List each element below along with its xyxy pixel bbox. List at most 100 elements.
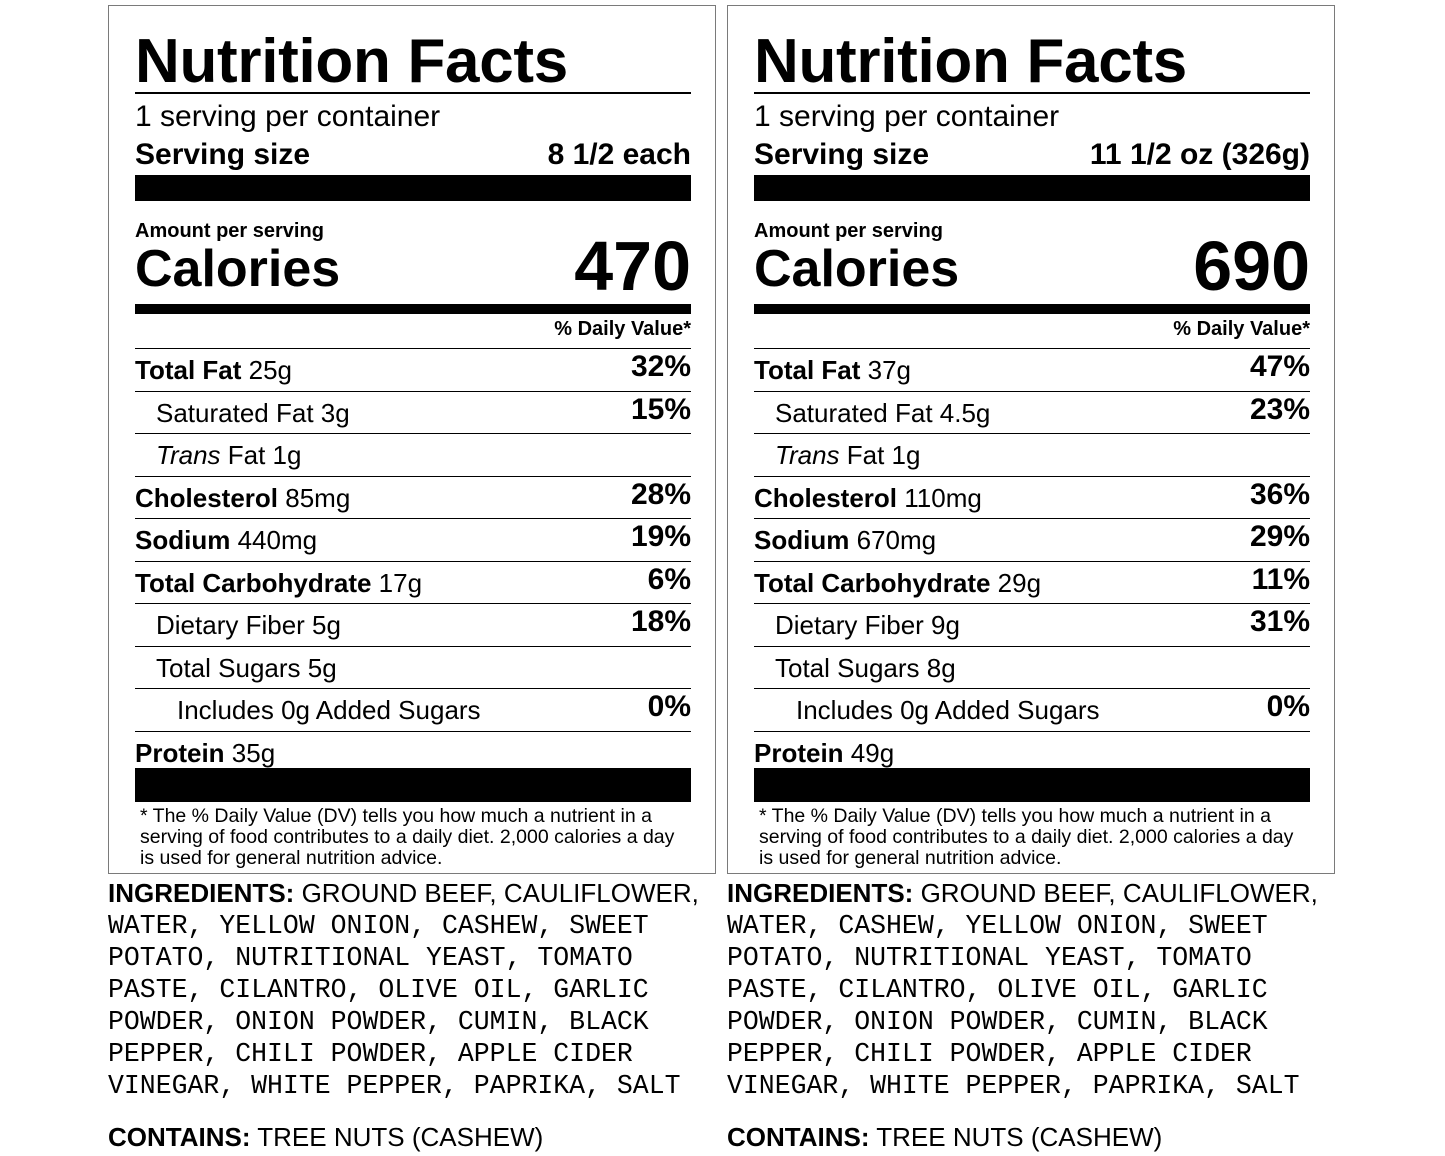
nutrient-daily-value: 6% (647, 562, 691, 596)
title-rule (754, 92, 1310, 94)
nutrient-bold-name: Cholesterol (754, 482, 898, 513)
nutrient-italic-name: Trans (156, 440, 221, 470)
nutrient-amount: Total Sugars 5g (156, 652, 337, 683)
nutrition-facts-label: Nutrition Facts 1 serving per container … (727, 5, 1335, 874)
servings-per-container: 1 serving per container (754, 100, 1060, 133)
contains-label: CONTAINS: (108, 1122, 251, 1152)
serving-size-value: 8 1/2 each (547, 138, 691, 171)
amount-per-serving: Amount per serving (754, 220, 943, 242)
nutrient-name: Includes 0g Added Sugars (177, 693, 481, 727)
serving-size-value: 11 1/2 oz (326g) (1089, 138, 1310, 171)
contains-label: CONTAINS: (727, 1122, 870, 1152)
nutrient-name: Trans Fat 1g (775, 438, 920, 472)
nutrient-amount: Fat 1g (839, 440, 921, 470)
title-rule (135, 92, 691, 94)
label-title: Nutrition Facts (135, 27, 568, 96)
nutrient-bold-name: Protein (754, 737, 844, 768)
nutrient-row: Saturated Fat 3g 15% (135, 390, 691, 434)
daily-value-footnote: * The % Daily Value (DV) tells you how m… (140, 805, 675, 869)
nutrient-bold-name: Sodium (754, 525, 850, 555)
label-title: Nutrition Facts (754, 27, 1187, 96)
ingredients-first-line: INGREDIENTS: GROUND BEEF, CAULIFLOWER, (108, 878, 728, 909)
nutrient-bold-name: Sodium (135, 525, 231, 555)
nutrient-daily-value: 0% (647, 690, 691, 723)
ingredients-list: WATER, CASHEW, YELLOW ONION, SWEET POTAT… (727, 911, 1300, 1101)
nutrient-bold-name: Cholesterol (135, 482, 279, 513)
ingredients-first: GROUND BEEF, CAULIFLOWER, (294, 878, 699, 908)
nutrient-daily-value: 29% (1249, 520, 1310, 553)
nutrient-amount: 37g (860, 355, 912, 385)
nutrient-amount: Fat 1g (220, 440, 302, 470)
thick-divider (754, 175, 1310, 201)
nutrient-daily-value: 47% (1249, 350, 1310, 383)
daily-value-header: % Daily Value* (554, 318, 691, 340)
serving-size-row: Serving size 8 1/2 each (135, 135, 691, 175)
bottom-divider (135, 768, 691, 802)
calories-value: 690 (1193, 227, 1310, 305)
bottom-divider (754, 768, 1310, 802)
ingredients-block: INGREDIENTS: GROUND BEEF, CAULIFLOWER, W… (108, 878, 728, 1102)
nutrient-row: Total Sugars 8g (754, 645, 1310, 689)
nutrient-daily-value: 0% (1266, 690, 1310, 723)
nutrient-bold-name: Total Fat (754, 355, 861, 385)
nutrient-row: Cholesterol 85mg 28% (135, 475, 691, 519)
nutrient-amount: 49g (843, 737, 895, 768)
nutrition-facts-label: Nutrition Facts 1 serving per container … (108, 5, 716, 874)
nutrient-name: Total Carbohydrate 29g (754, 566, 1041, 600)
nutrient-row: Protein 35g (135, 730, 691, 774)
ingredients-first: GROUND BEEF, CAULIFLOWER, (913, 878, 1318, 908)
nutrient-amount: 85mg (278, 482, 351, 513)
nutrient-name: Protein 49g (754, 736, 894, 770)
nutrient-daily-value: 19% (630, 520, 691, 553)
nutrient-bold-name: Total Fat (135, 355, 242, 385)
nutrient-name: Cholesterol 110mg (754, 481, 982, 515)
nutrient-name: Saturated Fat 4.5g (775, 396, 990, 430)
nutrient-daily-value: 15% (630, 392, 691, 426)
ingredients-first-line: INGREDIENTS: GROUND BEEF, CAULIFLOWER, (727, 878, 1347, 909)
ingredients-block: INGREDIENTS: GROUND BEEF, CAULIFLOWER, W… (727, 878, 1347, 1102)
nutrient-amount: Dietary Fiber 5g (156, 610, 341, 640)
nutrient-name: Includes 0g Added Sugars (796, 693, 1100, 727)
nutrient-bold-name: Total Carbohydrate (135, 567, 372, 598)
nutrient-amount: 670mg (849, 525, 937, 555)
nutrient-row: Trans Fat 1g (135, 433, 691, 476)
nutrient-daily-value: 32% (630, 350, 691, 383)
amount-per-serving: Amount per serving (135, 220, 324, 242)
medium-divider (754, 304, 1310, 314)
nutrient-amount: 25g (241, 355, 293, 385)
nutrient-name: Total Sugars 5g (156, 651, 337, 685)
nutrient-row: Total Fat 25g 32% (135, 348, 691, 391)
contains-value: TREE NUTS (CASHEW) (869, 1122, 1163, 1152)
nutrient-row: Cholesterol 110mg 36% (754, 475, 1310, 519)
serving-size-row: Serving size 11 1/2 oz (326g) (754, 135, 1310, 175)
allergen-statement: CONTAINS: TREE NUTS (CASHEW) (727, 1121, 1162, 1153)
nutrient-amount: 29g (990, 567, 1042, 598)
ingredients-list: WATER, YELLOW ONION, CASHEW, SWEET POTAT… (108, 911, 681, 1101)
nutrient-daily-value: 18% (630, 605, 691, 638)
nutrient-row: Total Fat 37g 47% (754, 348, 1310, 391)
nutrient-amount: Saturated Fat 3g (156, 397, 350, 428)
nutrient-bold-name: Protein (135, 737, 225, 768)
nutrient-row: Total Sugars 5g (135, 645, 691, 689)
nutrient-amount: Dietary Fiber 9g (775, 610, 960, 640)
ingredients-label: INGREDIENTS: (108, 878, 295, 908)
allergen-statement: CONTAINS: TREE NUTS (CASHEW) (108, 1121, 543, 1153)
nutrient-name: Sodium 670mg (754, 523, 936, 557)
nutrient-amount: Saturated Fat 4.5g (775, 397, 991, 428)
nutrient-daily-value: 28% (630, 477, 691, 511)
nutrient-row: Dietary Fiber 9g 31% (754, 603, 1310, 646)
nutrient-amount: Includes 0g Added Sugars (177, 695, 481, 725)
nutrient-name: Total Sugars 8g (775, 651, 956, 685)
nutrient-name: Sodium 440mg (135, 523, 317, 557)
nutrient-name: Dietary Fiber 9g (775, 608, 960, 642)
nutrient-amount: Total Sugars 8g (775, 652, 956, 683)
nutrient-row: Dietary Fiber 5g 18% (135, 603, 691, 646)
calories-label: Calories (135, 240, 341, 298)
servings-per-container: 1 serving per container (135, 100, 441, 133)
nutrient-row: Includes 0g Added Sugars 0% (754, 688, 1310, 731)
nutrient-name: Dietary Fiber 5g (156, 608, 341, 642)
daily-value-header: % Daily Value* (1173, 318, 1310, 340)
nutrient-row: Protein 49g (754, 730, 1310, 774)
nutrient-row: Sodium 440mg 19% (135, 518, 691, 561)
nutrient-name: Cholesterol 85mg (135, 481, 350, 515)
